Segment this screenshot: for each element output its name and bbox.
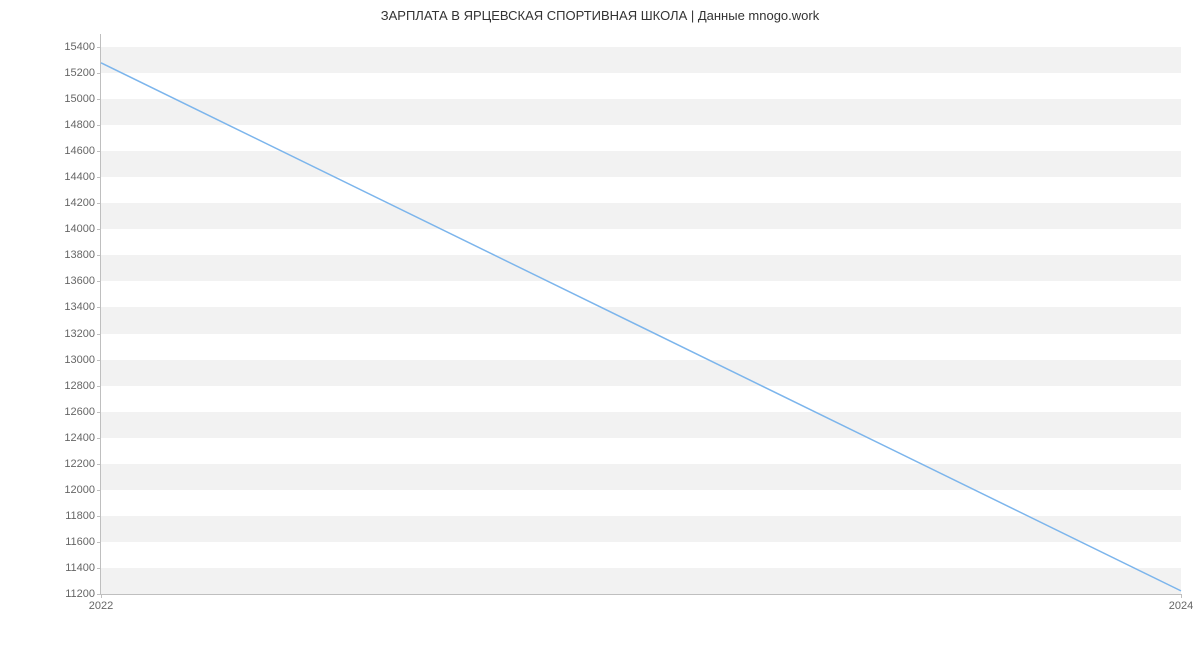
y-axis-tick-mark: [97, 516, 101, 517]
y-axis-tick-label: 15000: [64, 93, 101, 105]
y-axis-tick-mark: [97, 229, 101, 230]
x-axis-tick-mark: [101, 594, 102, 598]
y-axis-tick-mark: [97, 542, 101, 543]
y-axis-tick-mark: [97, 125, 101, 126]
y-axis-tick-mark: [97, 281, 101, 282]
chart-title: ЗАРПЛАТА В ЯРЦЕВСКАЯ СПОРТИВНАЯ ШКОЛА | …: [0, 8, 1200, 23]
y-axis-tick-label: 14800: [64, 119, 101, 131]
y-axis-tick-label: 12600: [64, 406, 101, 418]
y-axis-tick-mark: [97, 412, 101, 413]
y-axis-tick-label: 12400: [64, 432, 101, 444]
y-axis-tick-mark: [97, 99, 101, 100]
y-axis-tick-mark: [97, 47, 101, 48]
y-axis-tick-label: 13200: [64, 328, 101, 340]
y-axis-tick-label: 14400: [64, 171, 101, 183]
y-axis-tick-label: 15200: [64, 67, 101, 79]
y-axis-tick-label: 15400: [64, 41, 101, 53]
y-axis-tick-mark: [97, 386, 101, 387]
x-axis-tick-mark: [1181, 594, 1182, 598]
salary-line-chart: ЗАРПЛАТА В ЯРЦЕВСКАЯ СПОРТИВНАЯ ШКОЛА | …: [0, 0, 1200, 650]
y-axis-tick-mark: [97, 438, 101, 439]
series-line-salary: [101, 63, 1181, 591]
y-axis-tick-label: 14000: [64, 223, 101, 235]
y-axis-tick-label: 13600: [64, 275, 101, 287]
chart-plot-area: 1120011400116001180012000122001240012600…: [100, 34, 1181, 595]
y-axis-tick-label: 12200: [64, 458, 101, 470]
y-axis-tick-label: 14600: [64, 145, 101, 157]
y-axis-tick-label: 13400: [64, 301, 101, 313]
y-axis-tick-mark: [97, 151, 101, 152]
y-axis-tick-label: 12800: [64, 380, 101, 392]
y-axis-tick-label: 12000: [64, 484, 101, 496]
y-axis-tick-label: 14200: [64, 197, 101, 209]
y-axis-tick-mark: [97, 177, 101, 178]
y-axis-tick-mark: [97, 255, 101, 256]
y-axis-tick-mark: [97, 334, 101, 335]
y-axis-tick-mark: [97, 307, 101, 308]
y-axis-tick-mark: [97, 203, 101, 204]
y-axis-tick-mark: [97, 73, 101, 74]
y-axis-tick-mark: [97, 568, 101, 569]
y-axis-tick-mark: [97, 464, 101, 465]
y-axis-tick-label: 11400: [65, 562, 101, 574]
y-axis-tick-label: 11600: [65, 536, 101, 548]
y-axis-tick-mark: [97, 360, 101, 361]
y-axis-tick-label: 13800: [64, 249, 101, 261]
y-axis-tick-label: 13000: [64, 354, 101, 366]
y-axis-tick-mark: [97, 490, 101, 491]
chart-line-layer: [101, 34, 1181, 594]
y-axis-tick-label: 11800: [65, 510, 101, 522]
